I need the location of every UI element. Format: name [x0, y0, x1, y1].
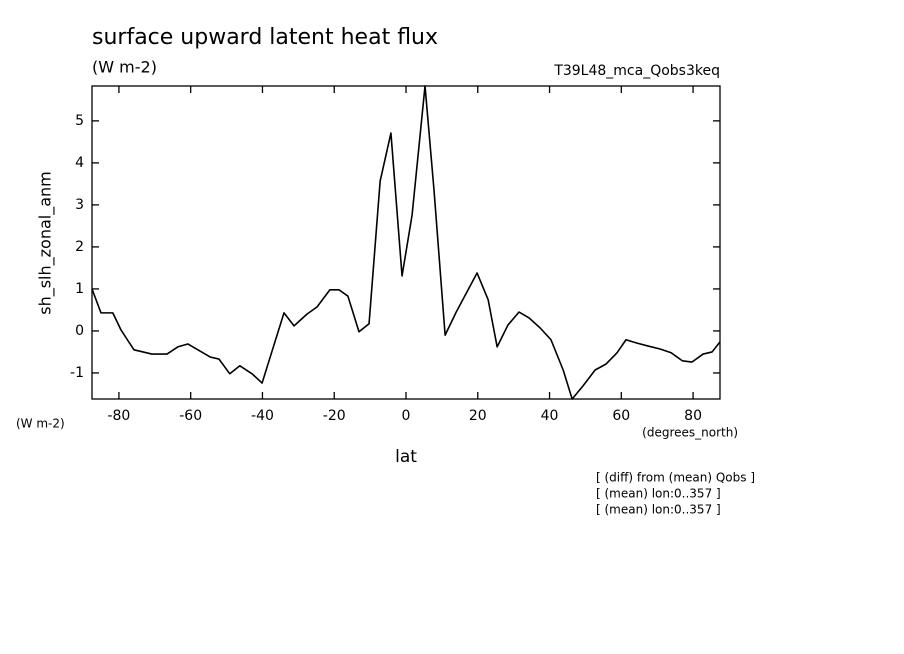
y-tick-label: 5 [75, 113, 84, 129]
note: [ (diff) from (mean) Qobs ] [596, 471, 755, 485]
y-tick-label: -1 [70, 365, 84, 381]
y-tick-label: 1 [75, 281, 84, 297]
x-tick-label: -40 [251, 408, 274, 424]
y-tick-label: 0 [75, 323, 84, 339]
y-unit: (W m-2) [16, 417, 65, 431]
x-tick-label: 60 [612, 408, 630, 424]
annotation: T39L48_mca_Qobs3keq [553, 63, 720, 79]
x-axis-label: lat [395, 447, 417, 467]
chart-title: surface upward latent heat flux [92, 25, 438, 50]
y-tick-label: 2 [75, 239, 84, 255]
x-tick-label: 20 [469, 408, 487, 424]
x-tick-label: 40 [541, 408, 559, 424]
subtitle: (W m-2) [92, 58, 157, 77]
x-tick-label: 0 [402, 408, 411, 424]
note: [ (mean) lon:0..357 ] [596, 487, 721, 501]
data-line [91, 85, 721, 400]
x-tick-label: -20 [323, 408, 346, 424]
x-tick-label: -80 [107, 408, 130, 424]
y-tick-label: 3 [75, 197, 84, 213]
note: [ (mean) lon:0..357 ] [596, 503, 721, 517]
y-axis-label: sh_slh_zonal_anm [36, 171, 56, 315]
x-tick-label: -60 [179, 408, 202, 424]
x-unit: (degrees_north) [642, 426, 738, 440]
x-tick-label: 80 [684, 408, 702, 424]
y-tick-label: 4 [75, 155, 84, 171]
